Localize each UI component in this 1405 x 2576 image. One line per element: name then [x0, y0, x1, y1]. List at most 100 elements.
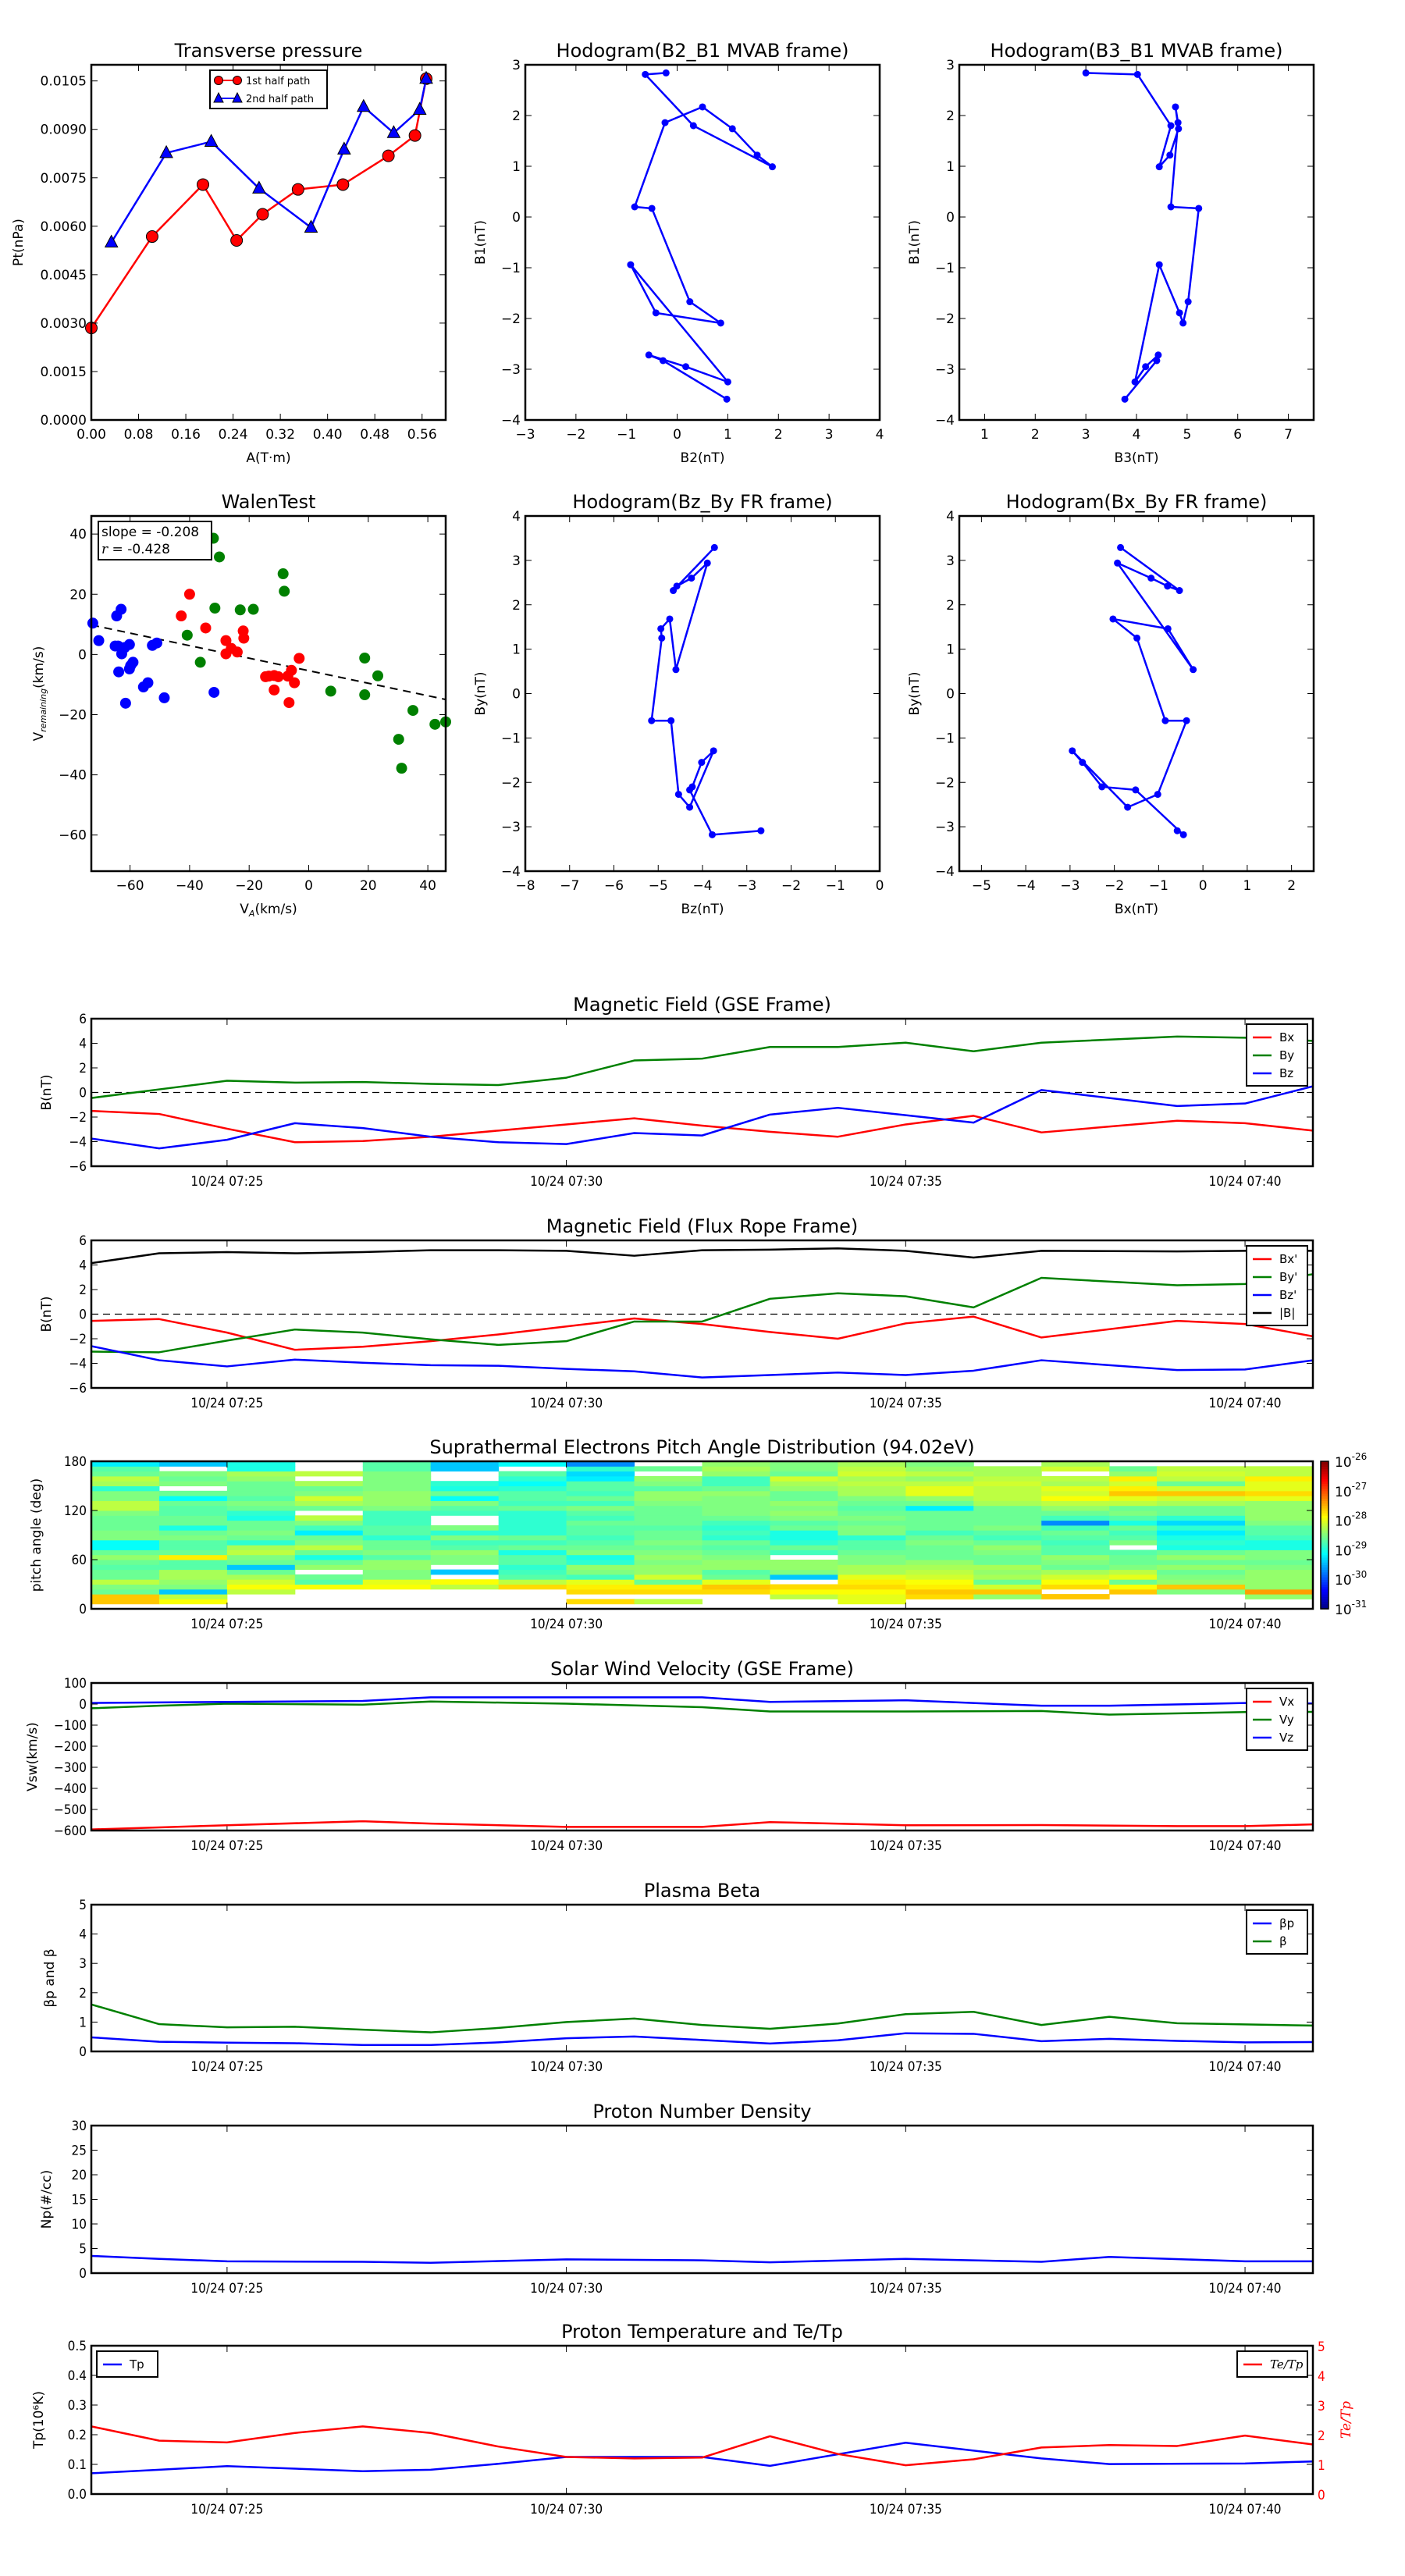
y-tick-label: 20 [69, 587, 87, 603]
heatmap-cell [702, 1461, 770, 1467]
x-tick-label: −6 [604, 878, 624, 894]
heatmap-cell [905, 1535, 974, 1541]
data-point [667, 717, 675, 724]
heatmap-cell [226, 1481, 296, 1486]
x-tick-label: 20 [360, 878, 377, 894]
heatmap-cell [905, 1515, 974, 1521]
heatmap-cell [1109, 1539, 1158, 1546]
y-tick-label: 2 [946, 109, 955, 124]
heatmap-cell [430, 1481, 500, 1486]
x-tick-label: −2 [566, 427, 585, 443]
colorbar-segment [1321, 1589, 1329, 1592]
heatmap-cell [1245, 1520, 1314, 1526]
heatmap-cell [294, 1485, 364, 1492]
heatmap-cell [905, 1466, 974, 1472]
heatmap-cell [702, 1554, 770, 1560]
legend-label: 2nd half path [246, 94, 314, 105]
y-tick-label: −3 [935, 362, 955, 378]
heatmap-cell [158, 1564, 228, 1571]
heatmap-cell [1157, 1535, 1246, 1541]
data-point [1184, 298, 1192, 306]
data-point [127, 656, 139, 668]
y-tick-label: 0.0030 [41, 316, 87, 332]
heatmap-cell [770, 1564, 838, 1571]
heatmap-cell [1109, 1505, 1158, 1511]
data-point [277, 568, 289, 580]
heatmap-cell [634, 1579, 702, 1585]
heatmap-cell [973, 1525, 1042, 1531]
y-tick-label: 2 [79, 1986, 87, 2001]
x-tick-label: 10/24 07:40 [1209, 2059, 1282, 2075]
x-tick-label: 10/24 07:40 [1209, 1174, 1282, 1190]
heatmap-cell [566, 1599, 635, 1605]
heatmap-cells [91, 1461, 1314, 1605]
data-point [112, 640, 124, 652]
colorbar-segment [1321, 1503, 1329, 1507]
heatmap-cell [634, 1485, 702, 1492]
x-tick-label: −1 [617, 427, 636, 443]
y-tick-label: 4 [79, 1258, 87, 1274]
y-tick-label: −1 [501, 261, 521, 276]
heatmap-cell [566, 1545, 635, 1550]
heatmap-cell [1109, 1525, 1158, 1531]
heatmap-cell [905, 1490, 974, 1496]
heatmap-cell [634, 1510, 702, 1516]
heatmap-cell [91, 1490, 160, 1496]
heatmap-cell [226, 1525, 296, 1531]
chart-title: Suprathermal Electrons Pitch Angle Distr… [429, 1436, 974, 1458]
data-point [238, 632, 250, 644]
heatmap-cell [226, 1515, 296, 1521]
colorbar-segment [1321, 1557, 1329, 1560]
heatmap-cell [362, 1560, 432, 1565]
data-point [283, 697, 295, 709]
heatmap-cell [634, 1475, 702, 1482]
chart-title: Hodogram(B3_B1 MVAB frame) [991, 40, 1283, 62]
heatmap-cell [91, 1481, 160, 1486]
heatmap-cell [973, 1505, 1042, 1511]
data-point [183, 589, 195, 600]
heatmap-cell [566, 1579, 635, 1585]
y-tick-label: −2 [69, 1332, 87, 1347]
legend-marker [232, 91, 243, 103]
heatmap-cell [362, 1530, 432, 1535]
heatmap-cell [362, 1505, 432, 1511]
heatmap-cell [498, 1475, 567, 1482]
y-tick-label: 20 [72, 2168, 87, 2183]
heatmap-cell [634, 1466, 702, 1472]
heatmap-cell [430, 1530, 500, 1535]
colorbar-segment [1321, 1552, 1329, 1556]
heatmap-cell [1109, 1574, 1158, 1580]
x-tick-label: 0 [1199, 878, 1208, 894]
data-point [325, 685, 336, 697]
y2-tick-label: 1 [1318, 2458, 1325, 2474]
plot-frame [90, 63, 447, 422]
x-axis-label: A(T·m) [246, 450, 290, 466]
y-tick-label: −400 [54, 1781, 87, 1797]
data-point [631, 203, 638, 211]
heatmap-cell [294, 1481, 364, 1486]
y-tick-label: 2 [512, 109, 521, 124]
data-point [230, 234, 244, 247]
heatmap-cell [498, 1564, 567, 1571]
data-point [648, 205, 656, 212]
heatmap-cell [838, 1496, 906, 1501]
heatmap-cell [430, 1485, 500, 1492]
colorbar-frame [1320, 1461, 1329, 1610]
heatmap-cell [566, 1560, 635, 1565]
heatmap-cell [973, 1510, 1042, 1516]
y-tick-label: 0.0015 [41, 365, 87, 380]
legend-label: 1st half path [246, 76, 310, 87]
heatmap-cell [634, 1539, 702, 1546]
x-tick-label: 10/24 07:40 [1209, 2502, 1282, 2517]
heatmap-cell [226, 1530, 296, 1535]
x-tick-label: −5 [972, 878, 991, 894]
heatmap-cell [838, 1500, 906, 1507]
heatmap-cell [1109, 1554, 1158, 1560]
legend: Bx' By' Bz' |B| [1246, 1245, 1308, 1326]
series-line-bx [91, 1109, 1313, 1144]
heatmap-cell [158, 1520, 228, 1526]
x-tick-label: 10/24 07:30 [530, 1838, 603, 1854]
heatmap-cell [770, 1461, 838, 1467]
heatmap-cell [1245, 1589, 1314, 1595]
